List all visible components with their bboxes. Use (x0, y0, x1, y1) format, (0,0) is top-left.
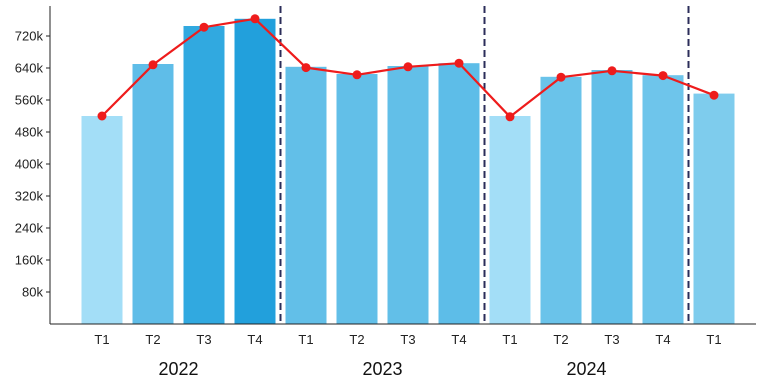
y-tick-label: 160k (15, 253, 44, 268)
trend-point (352, 70, 362, 80)
trend-point (301, 63, 311, 73)
trend-point (505, 112, 515, 122)
y-tick-label: 240k (15, 221, 44, 236)
trend-point (250, 14, 260, 24)
y-tick-label: 720k (15, 29, 44, 44)
x-tick-label: T4 (247, 332, 262, 347)
y-tick-label: 640k (15, 61, 44, 76)
y-tick-label: 400k (15, 157, 44, 172)
trend-point (199, 22, 209, 32)
year-label: 2023 (362, 359, 402, 379)
bar (591, 70, 633, 324)
x-tick-label: T1 (94, 332, 109, 347)
trend-point (97, 111, 107, 121)
trend-line (97, 14, 719, 122)
bar (183, 26, 225, 324)
trend-point (658, 71, 668, 81)
x-tick-label: T1 (706, 332, 721, 347)
x-tick-label: T4 (655, 332, 670, 347)
trend-point (454, 58, 464, 68)
trend-point (709, 90, 719, 100)
bar (387, 66, 429, 324)
bar (234, 18, 276, 325)
year-label: 2024 (566, 359, 606, 379)
y-axis: 80k 160k 240k 320k 400k 480k 560k 640k 720k (15, 6, 51, 324)
x-tick-label: T3 (400, 332, 415, 347)
y-tick-label: 80k (22, 285, 43, 300)
bar (132, 64, 174, 324)
x-tick-label: T2 (553, 332, 568, 347)
trend-point (607, 66, 617, 76)
year-label: 2022 (158, 359, 198, 379)
y-tick-label: 320k (15, 189, 44, 204)
bar (489, 116, 531, 324)
trend-point (403, 62, 413, 72)
bar (642, 75, 684, 324)
y-tick-label: 560k (15, 93, 44, 108)
bars (81, 18, 735, 325)
bar (693, 93, 735, 324)
x-axis: T1 T2 T3 T4 T1 T2 T3 T4 T1 T2 T3 T4 T1 2022 2023 2024 (50, 323, 756, 379)
x-tick-label: T1 (298, 332, 313, 347)
y-tick-label: 480k (15, 125, 44, 140)
bar (285, 66, 327, 325)
x-tick-label: T2 (145, 332, 160, 347)
bar (540, 76, 582, 324)
x-tick-label: T2 (349, 332, 364, 347)
x-tick-label: T3 (196, 332, 211, 347)
year-separators (279, 6, 690, 324)
trend-point (148, 60, 158, 70)
x-tick-label: T4 (451, 332, 466, 347)
trend-point (556, 72, 566, 82)
x-tick-label: T1 (502, 332, 517, 347)
bar (81, 116, 123, 324)
x-tick-label: T3 (604, 332, 619, 347)
bar (438, 63, 480, 324)
bar (336, 74, 378, 324)
